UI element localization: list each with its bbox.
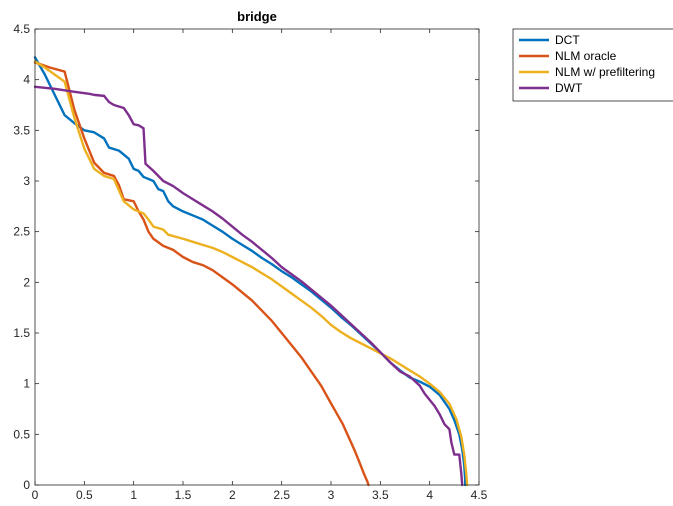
series-line-3 — [33, 60, 469, 487]
series-line-1 — [33, 56, 467, 487]
y-tick-label: 4.5 — [13, 22, 30, 36]
x-tick-label: 4.5 — [471, 488, 488, 502]
axes-layer: 0 0.5 1 1.5 2 2.5 3 3.5 4 4.5 0 0.5 1 1.5 2 2.5 3 3.5 4 4.5 — [13, 22, 487, 502]
series-line-2 — [33, 61, 370, 487]
x-tick-label: 3 — [328, 488, 335, 502]
legend-label-4: DWT — [555, 81, 583, 95]
legend: DCT NLM oracle NLM w/ prefiltering DWT — [512, 28, 673, 102]
x-tick-label: 2.5 — [273, 488, 290, 502]
legend-label-1: DCT — [555, 33, 580, 47]
x-tick-label: 2 — [229, 488, 236, 502]
y-tick-label: 0 — [23, 478, 30, 492]
y-tick-label: 3.5 — [13, 123, 30, 137]
plot-area — [35, 29, 479, 485]
legend-label-3: NLM w/ prefiltering — [555, 65, 655, 79]
y-tick-label: 1 — [23, 377, 30, 391]
y-tick-label: 4 — [23, 73, 30, 87]
x-tick-label: 1.5 — [175, 488, 192, 502]
series-layer — [33, 56, 469, 487]
y-tick-label: 2 — [23, 275, 30, 289]
axes-box — [34, 28, 480, 486]
y-tick-label: 3 — [23, 174, 30, 188]
y-tick-label: 2.5 — [13, 225, 30, 239]
x-tick-label: 0.5 — [76, 488, 93, 502]
legend-label-2: NLM oracle — [555, 49, 617, 63]
x-tick-label: 4 — [426, 488, 433, 502]
x-tick-label: 0 — [32, 488, 39, 502]
x-tick-label: 1 — [130, 488, 137, 502]
y-tick-label: 0.5 — [13, 427, 30, 441]
chart-title: bridge — [237, 9, 277, 24]
series-line-4 — [33, 85, 464, 487]
y-tick-label: 1.5 — [13, 326, 30, 340]
x-tick-label: 3.5 — [372, 488, 389, 502]
plot-background — [35, 29, 479, 485]
